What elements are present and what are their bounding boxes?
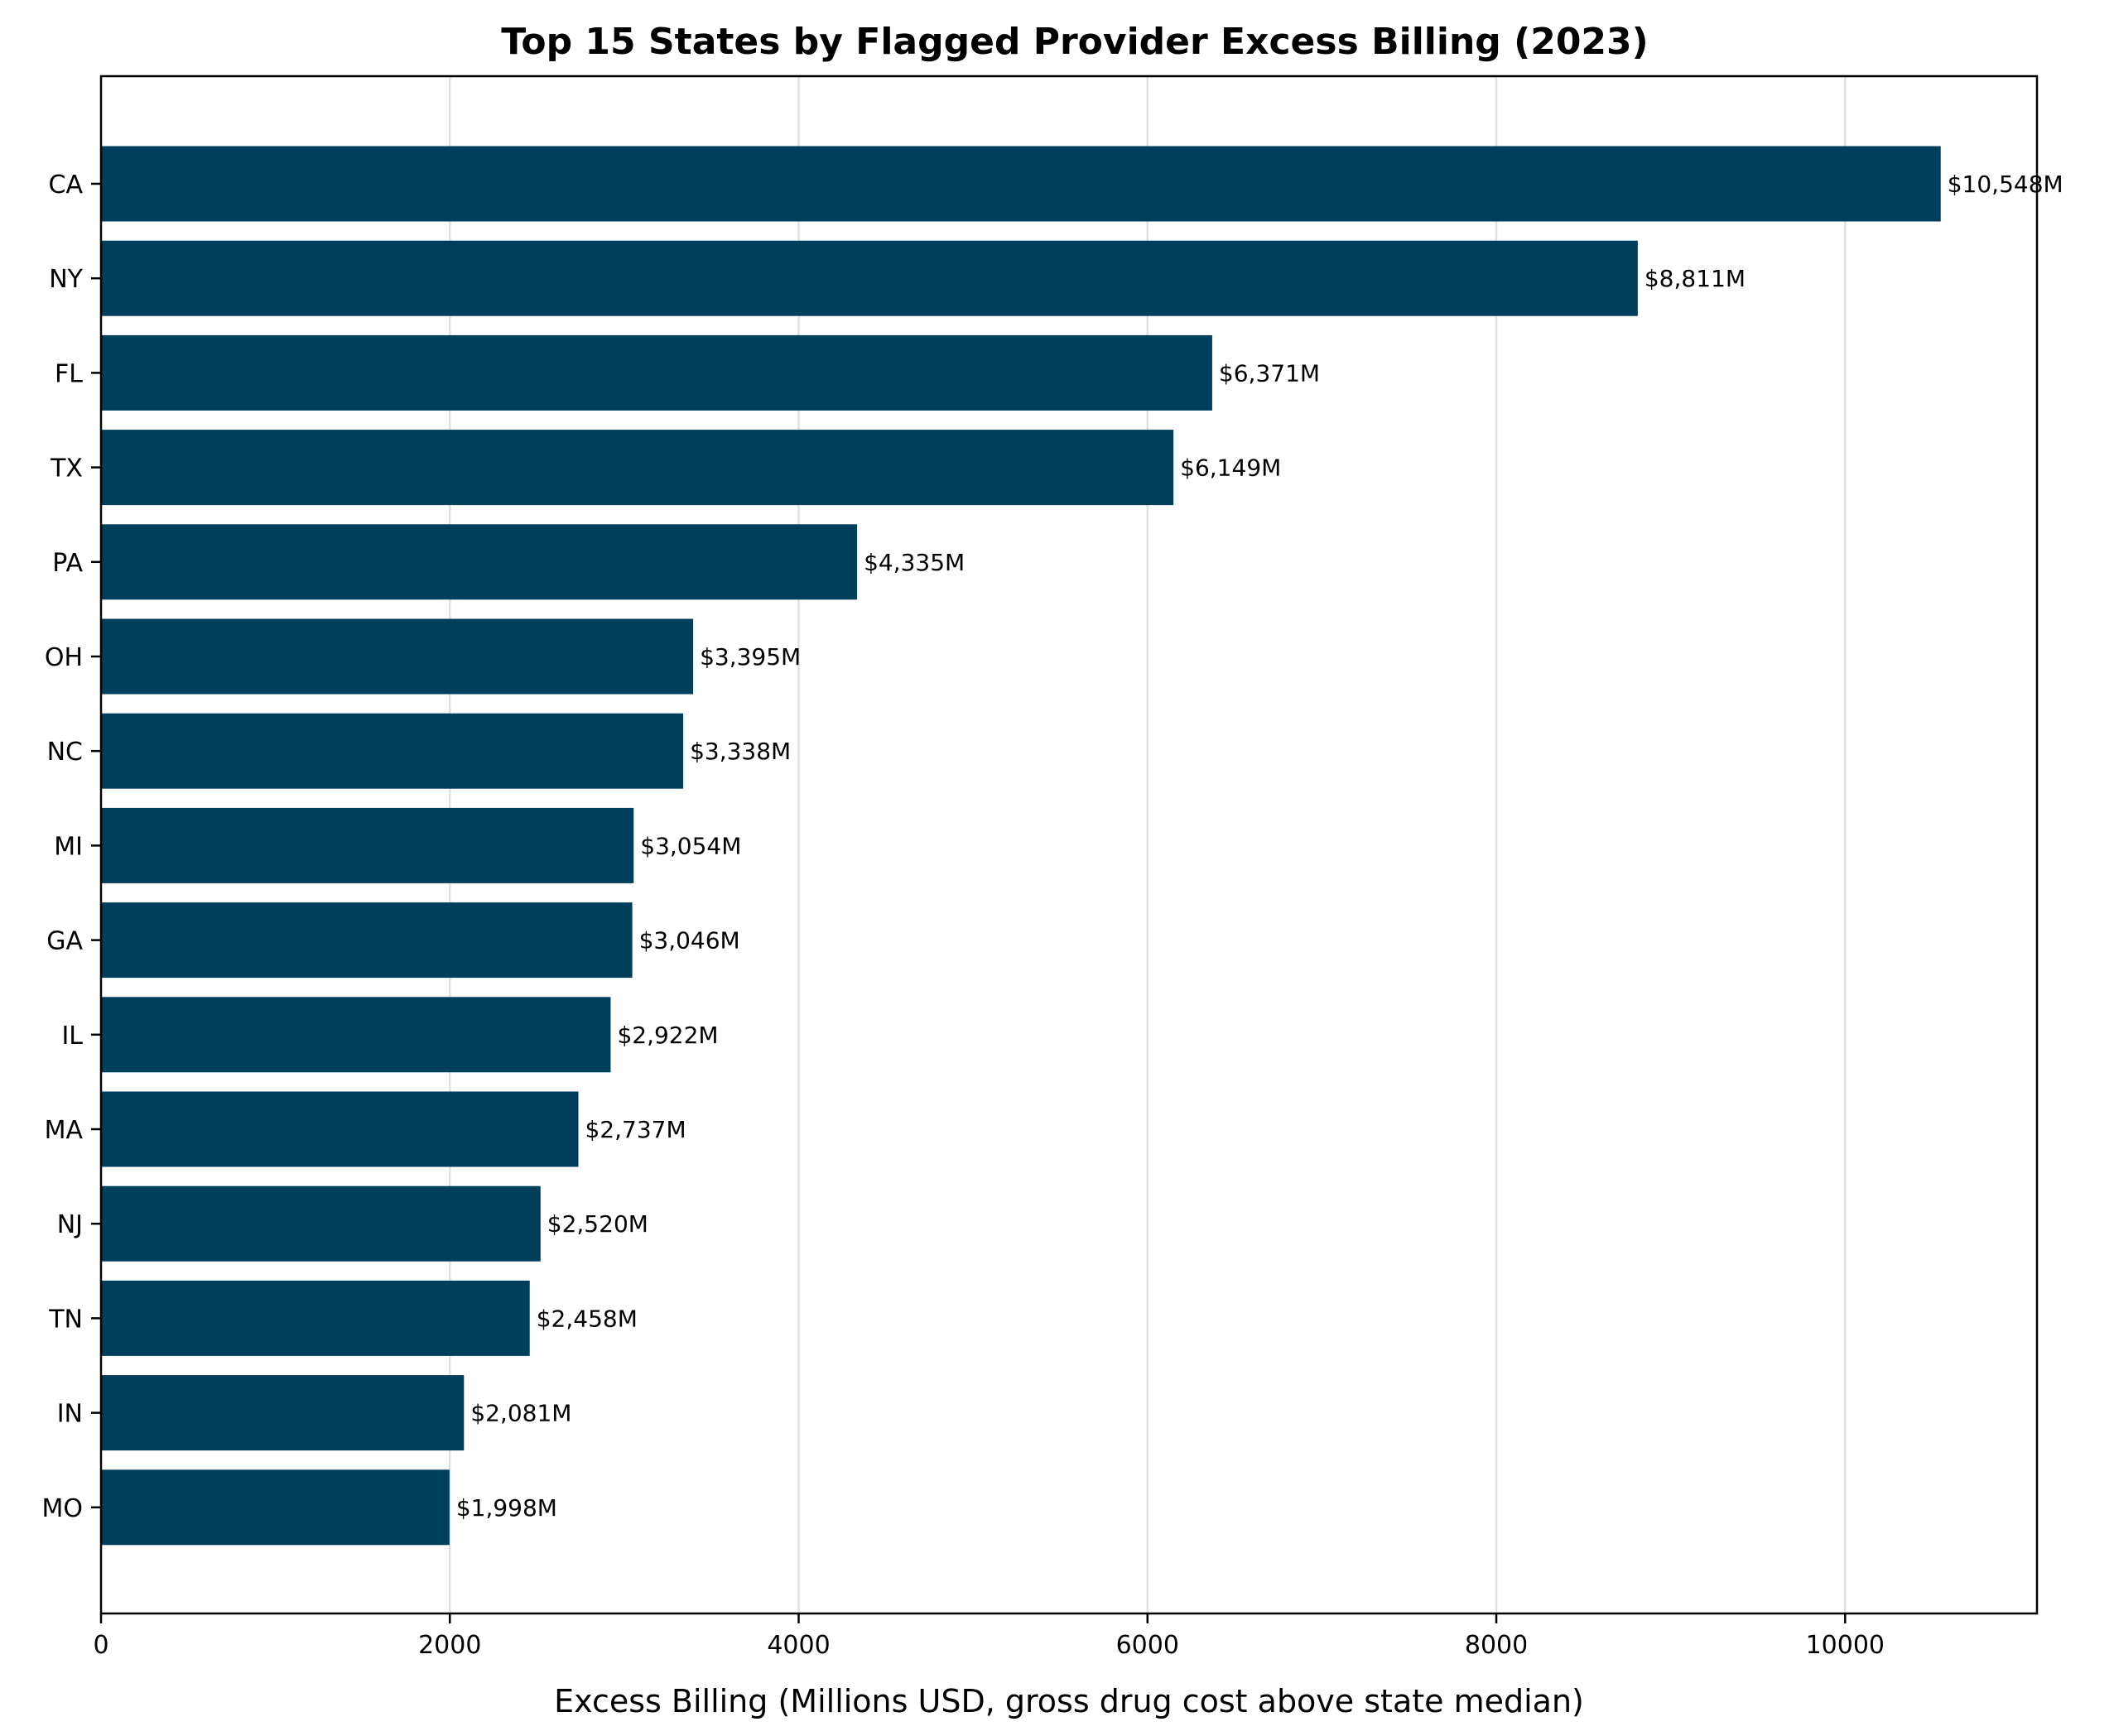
y-tick-label-ma: MA [45,1116,84,1145]
data-label-in: $2,081M [470,1400,571,1427]
y-tick-label-nc: NC [47,738,83,767]
x-tick-label: 4000 [767,1631,830,1660]
data-label-mo: $1,998M [456,1494,557,1522]
bar-mi [101,807,634,883]
bar-il [101,997,611,1073]
bar-nc [101,713,684,789]
y-tick-label-mo: MO [42,1494,84,1523]
bar-in [101,1375,465,1451]
x-axis-label: Excess Billing (Millions USD, gross drug… [554,1683,1584,1719]
data-labels: $10,548M $8,811M $6,371M $6,149M $4,335M $3,3… [456,171,2063,1522]
y-tick-label-tx: TX [50,454,83,483]
x-axis-ticks: 0 2000 4000 6000 8000 10000 [93,1613,1885,1660]
data-label-tn: $2,458M [537,1305,638,1332]
y-tick-label-il: IL [61,1022,83,1051]
bar-fl [101,334,1212,411]
data-label-fl: $6,371M [1219,359,1320,387]
bar-ga [101,902,633,979]
data-label-ca: $10,548M [1948,171,2063,198]
y-tick-label-oh: OH [45,643,83,672]
y-tick-label-tn: TN [48,1305,83,1334]
x-tick-label: 8000 [1465,1631,1528,1660]
data-label-oh: $3,395M [700,643,801,671]
x-tick-label: 6000 [1116,1631,1179,1660]
y-tick-label-pa: PA [52,549,83,578]
x-tick-label: 10000 [1806,1631,1885,1660]
bar-ny [101,240,1638,316]
y-tick-label-ca: CA [49,171,84,200]
bar-tn [101,1280,530,1356]
grid-lines [449,76,1847,1613]
y-tick-label-nj: NJ [57,1210,83,1239]
y-tick-label-ny: NY [49,265,83,294]
bar-nj [101,1185,541,1262]
bar-ma [101,1091,579,1167]
bar-oh [101,618,694,695]
x-tick-label: 0 [93,1631,108,1660]
y-axis-ticks: CA NY FL TX PA OH NC MI GA IL MA NJ TN IN MO [42,171,101,1523]
data-label-pa: $4,335M [864,549,965,576]
y-tick-label-in: IN [57,1400,83,1429]
y-tick-label-fl: FL [55,359,83,388]
bars [101,146,1941,1546]
bar-tx [101,430,1174,506]
data-label-ny: $8,811M [1644,265,1746,292]
data-label-ga: $3,046M [639,927,740,955]
bar-pa [101,524,858,600]
bar-mo [101,1469,450,1546]
data-label-tx: $6,149M [1180,454,1281,482]
x-tick-label: 2000 [418,1631,481,1660]
data-label-nc: $3,338M [690,738,791,765]
data-label-nj: $2,520M [547,1210,648,1238]
y-tick-label-ga: GA [46,927,83,956]
bar-ca [101,146,1941,222]
data-label-il: $2,922M [617,1022,718,1049]
data-label-ma: $2,737M [585,1116,686,1143]
y-tick-label-mi: MI [54,832,83,861]
data-label-mi: $3,054M [640,832,741,859]
chart-title: Top 15 States by Flagged Provider Excess… [501,21,1649,63]
